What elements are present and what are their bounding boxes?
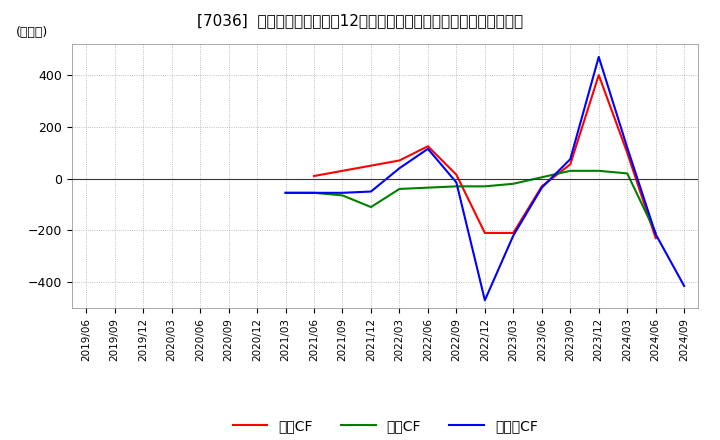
投資CF bbox=[623, 171, 631, 176]
フリーCF bbox=[537, 185, 546, 190]
フリーCF bbox=[310, 190, 318, 195]
営業CF bbox=[623, 150, 631, 155]
営業CF bbox=[652, 235, 660, 241]
営業CF bbox=[566, 162, 575, 167]
Line: 営業CF: 営業CF bbox=[314, 75, 656, 238]
フリーCF bbox=[366, 189, 375, 194]
投資CF bbox=[480, 184, 489, 189]
営業CF bbox=[310, 173, 318, 179]
フリーCF bbox=[480, 297, 489, 303]
営業CF bbox=[480, 230, 489, 235]
投資CF bbox=[537, 175, 546, 180]
投資CF bbox=[452, 184, 461, 189]
Text: [7036]  キャッシュフローの12か月移動合計の対前年同期増減額の推移: [7036] キャッシュフローの12か月移動合計の対前年同期増減額の推移 bbox=[197, 13, 523, 28]
フリーCF bbox=[595, 54, 603, 59]
Line: 投資CF: 投資CF bbox=[286, 171, 656, 233]
営業CF bbox=[595, 73, 603, 78]
フリーCF bbox=[423, 146, 432, 151]
営業CF bbox=[423, 143, 432, 149]
投資CF bbox=[652, 230, 660, 235]
フリーCF bbox=[680, 283, 688, 289]
投資CF bbox=[423, 185, 432, 190]
営業CF bbox=[395, 158, 404, 163]
営業CF bbox=[338, 168, 347, 173]
営業CF bbox=[366, 163, 375, 168]
営業CF bbox=[537, 184, 546, 189]
フリーCF bbox=[452, 180, 461, 185]
投資CF bbox=[282, 190, 290, 195]
フリーCF bbox=[652, 231, 660, 237]
フリーCF bbox=[282, 190, 290, 195]
投資CF bbox=[566, 168, 575, 173]
Text: (百万円): (百万円) bbox=[16, 26, 48, 39]
投資CF bbox=[395, 186, 404, 191]
フリーCF bbox=[509, 233, 518, 238]
Legend: 営業CF, 投資CF, フリーCF: 営業CF, 投資CF, フリーCF bbox=[228, 413, 543, 438]
フリーCF bbox=[338, 190, 347, 195]
フリーCF bbox=[623, 145, 631, 150]
投資CF bbox=[366, 205, 375, 210]
投資CF bbox=[338, 193, 347, 198]
営業CF bbox=[509, 230, 518, 235]
フリーCF bbox=[395, 165, 404, 171]
投資CF bbox=[595, 168, 603, 173]
投資CF bbox=[509, 181, 518, 187]
営業CF bbox=[452, 172, 461, 177]
投資CF bbox=[310, 190, 318, 195]
Line: フリーCF: フリーCF bbox=[286, 57, 684, 300]
フリーCF bbox=[566, 157, 575, 162]
